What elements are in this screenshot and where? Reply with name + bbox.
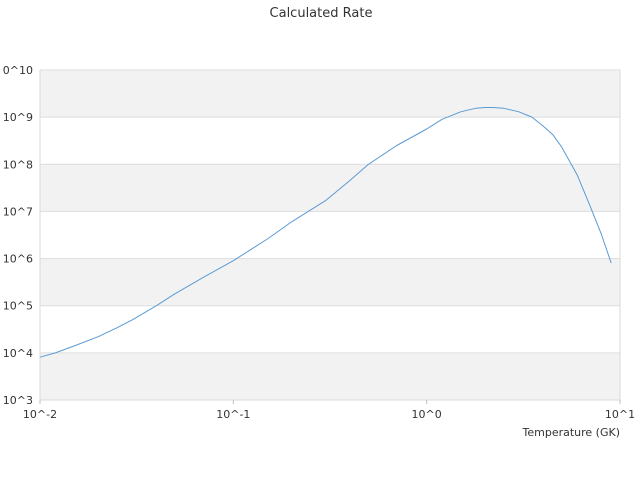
x-tick-label: 10^-1 (216, 408, 250, 421)
x-axis-label: Temperature (GK) (522, 426, 621, 439)
grid-band (40, 258, 620, 306)
grid-lines (40, 69, 620, 401)
grid-band (40, 352, 620, 400)
grid-bands (40, 70, 620, 400)
y-tick-label: 10^7 (3, 205, 33, 218)
y-tick-label: 10^4 (3, 347, 33, 360)
chart-title: Calculated Rate (270, 6, 373, 21)
y-tick-label: 0^10 (3, 64, 33, 77)
series-line (39, 107, 612, 358)
x-tick-labels: 10^-2 10^-1 10^0 10^1 (23, 408, 635, 421)
y-tick-label: 10^9 (3, 111, 33, 124)
y-tick-labels: 10^3 10^4 10^5 10^6 10^7 10^8 10^9 0^10 (3, 64, 33, 407)
series-group (39, 107, 612, 358)
x-tick-label: 10^-2 (23, 408, 57, 421)
x-tick-label: 10^1 (605, 408, 635, 421)
y-tick-label: 10^5 (3, 300, 33, 313)
axes (39, 70, 621, 404)
y-tick-label: 10^8 (3, 158, 33, 171)
y-tick-label: 10^3 (3, 394, 33, 407)
y-tick-label: 10^6 (3, 253, 33, 266)
grid-band (40, 70, 620, 118)
x-tick-label: 10^0 (412, 408, 442, 421)
grid-band (40, 164, 620, 212)
